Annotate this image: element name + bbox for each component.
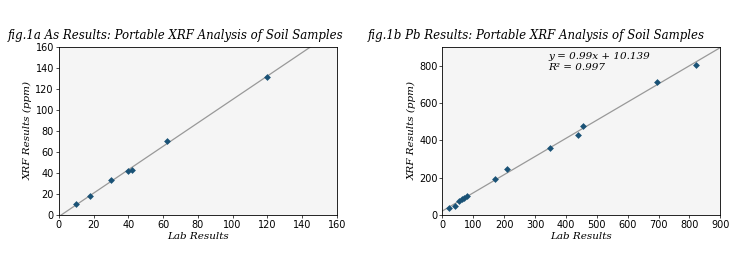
- Text: fig.1b Pb Results: Portable XRF Analysis of Soil Samples: fig.1b Pb Results: Portable XRF Analysis…: [368, 29, 705, 42]
- Point: [651, 80, 663, 84]
- X-axis label: Lab Results: Lab Results: [167, 232, 229, 242]
- Point: [453, 199, 465, 203]
- Point: [126, 168, 137, 172]
- Point: [461, 194, 473, 198]
- Point: [545, 146, 556, 150]
- Point: [501, 167, 513, 171]
- Point: [71, 202, 82, 206]
- X-axis label: Lab Results: Lab Results: [551, 232, 612, 242]
- Point: [577, 124, 589, 128]
- Y-axis label: XRF Results (ppm): XRF Results (ppm): [407, 81, 416, 181]
- Point: [123, 169, 135, 173]
- Point: [456, 197, 468, 201]
- Point: [689, 63, 701, 67]
- Point: [573, 133, 584, 137]
- Point: [105, 178, 117, 182]
- Point: [85, 194, 96, 198]
- Point: [458, 196, 470, 200]
- Point: [442, 206, 454, 210]
- Text: y = 0.99x + 10.139
R² = 0.997: y = 0.99x + 10.139 R² = 0.997: [548, 52, 650, 72]
- Point: [262, 74, 273, 79]
- Point: [489, 177, 501, 182]
- Text: fig.1a As Results: Portable XRF Analysis of Soil Samples: fig.1a As Results: Portable XRF Analysis…: [7, 29, 343, 42]
- Point: [161, 139, 173, 144]
- Point: [449, 204, 461, 209]
- Y-axis label: XRF Results (ppm): XRF Results (ppm): [24, 81, 32, 181]
